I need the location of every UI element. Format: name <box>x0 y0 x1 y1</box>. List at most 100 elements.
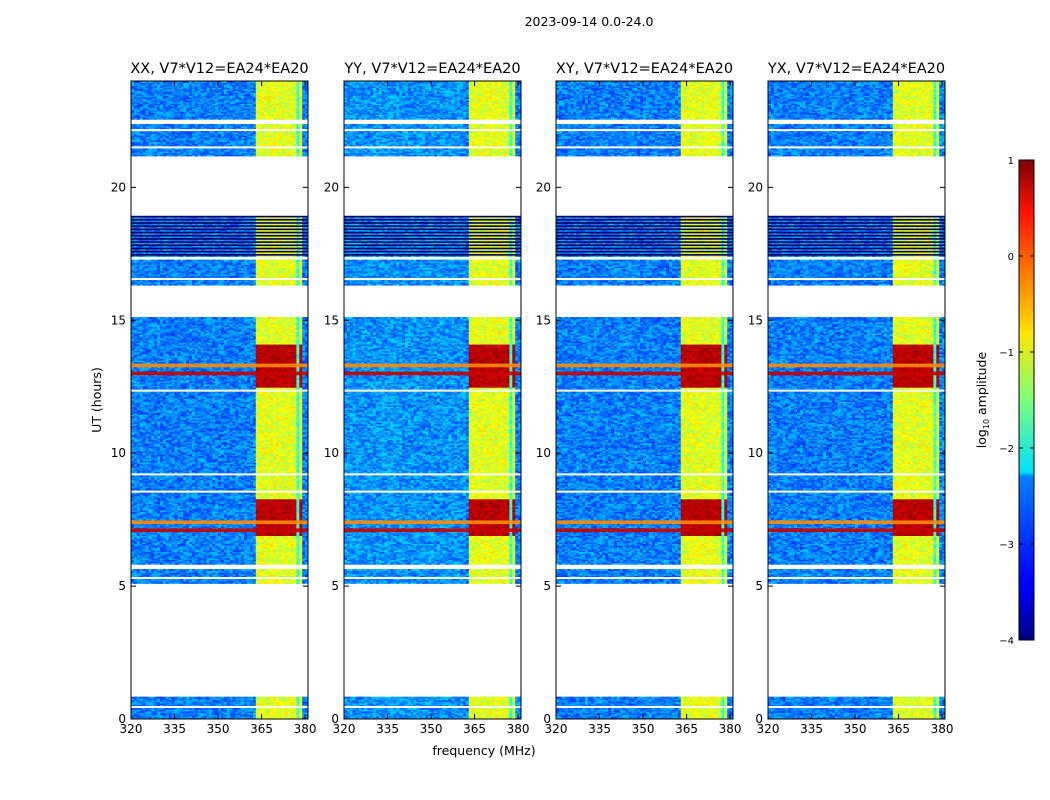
flag-row-dark <box>556 251 733 253</box>
flag-row <box>768 278 945 280</box>
colorbar-tick-label: −3 <box>999 540 1014 551</box>
flag-row <box>556 577 733 579</box>
flag-row-dark <box>131 241 308 243</box>
y-tick-label: 5 <box>118 579 126 593</box>
flag-row <box>768 473 945 475</box>
y-tick-label: 0 <box>331 712 339 726</box>
flag-row-dark <box>131 229 308 231</box>
flag-row <box>131 491 308 493</box>
flag-row-dark <box>131 232 308 234</box>
colorbar-tick-label: −1 <box>999 348 1014 359</box>
flag-row-dark <box>344 238 521 240</box>
flag-row-dark <box>344 225 521 227</box>
flag-row <box>768 129 945 131</box>
flag-row <box>344 577 521 579</box>
flag-row-dark <box>344 254 521 256</box>
x-tick-label: 380 <box>931 722 954 736</box>
flag-row <box>131 278 308 280</box>
flag-row <box>344 473 521 475</box>
flag-row-dark <box>768 235 945 237</box>
flag-row-dark <box>768 254 945 256</box>
x-tick-label: 335 <box>588 722 611 736</box>
y-tick-label: 5 <box>543 579 551 593</box>
flag-row-dark <box>768 229 945 231</box>
flag-row <box>768 577 945 579</box>
y-tick-label: 20 <box>324 180 339 194</box>
colorbar-tick-label: −2 <box>999 444 1014 455</box>
flag-row-dark <box>131 225 308 227</box>
flag-row <box>344 706 521 708</box>
rfi-row <box>556 364 733 368</box>
colorbar-tick-label: 1 <box>1008 156 1014 167</box>
y-tick-label: 0 <box>118 712 126 726</box>
flag-row-dark <box>768 232 945 234</box>
y-tick-label: 5 <box>331 579 339 593</box>
flag-row <box>768 390 945 392</box>
flag-row-dark <box>344 251 521 253</box>
y-tick-label: 10 <box>324 446 339 460</box>
flag-row-dark <box>344 232 521 234</box>
x-tick-label: 350 <box>420 722 443 736</box>
flag-row <box>768 146 945 148</box>
rfi-row <box>131 364 308 368</box>
x-tick-label: 350 <box>632 722 655 736</box>
panel-title: YY, V7*V12=EA24*EA20 <box>343 61 520 77</box>
flag-row-dark <box>768 241 945 243</box>
x-tick-label: 380 <box>507 722 530 736</box>
spectrogram-image <box>768 81 945 719</box>
rfi-row <box>768 372 945 376</box>
flag-row-dark <box>344 219 521 221</box>
flag-row-dark <box>556 235 733 237</box>
panel-title: XX, V7*V12=EA24*EA20 <box>130 61 308 77</box>
flag-row <box>344 390 521 392</box>
flag-row-dark <box>556 225 733 227</box>
flag-row-dark <box>344 216 521 218</box>
rfi-row <box>556 372 733 376</box>
flag-row <box>344 146 521 148</box>
colorbar-label: log10 amplitude <box>974 351 991 448</box>
x-tick-label: 365 <box>887 722 910 736</box>
flag-row <box>131 129 308 131</box>
flag-row <box>556 390 733 392</box>
flag-row <box>556 706 733 708</box>
flag-row-dark <box>131 238 308 240</box>
y-tick-label: 0 <box>543 712 551 726</box>
x-axis-label: frequency (MHz) <box>432 743 535 758</box>
y-tick-label: 15 <box>748 313 763 327</box>
colorbar-label-main: log <box>974 429 989 448</box>
rfi-row <box>131 372 308 376</box>
flag-row-dark <box>131 244 308 246</box>
x-tick-label: 380 <box>719 722 742 736</box>
flag-row-dark <box>344 248 521 250</box>
flag-row-dark <box>344 222 521 224</box>
flag-row-dark <box>768 251 945 253</box>
flag-row-dark <box>556 241 733 243</box>
flag-row-dark <box>131 254 308 256</box>
flag-row <box>556 278 733 280</box>
colorbar-gradient <box>1019 160 1034 640</box>
y-tick-label: 20 <box>111 180 126 194</box>
colorbar-label-sub: 10 <box>982 419 991 429</box>
y-tick-label: 15 <box>324 313 339 327</box>
flag-row-dark <box>131 216 308 218</box>
flag-row-dark <box>556 232 733 234</box>
rfi-row <box>556 528 733 532</box>
colorbar: 10−1−2−3−4 <box>999 156 1034 647</box>
flag-row-dark <box>768 238 945 240</box>
rfi-row <box>344 528 521 532</box>
flag-row-dark <box>131 222 308 224</box>
x-tick-label: 350 <box>207 722 230 736</box>
flag-row-dark <box>344 229 521 231</box>
flag-row <box>556 129 733 131</box>
flag-row <box>131 706 308 708</box>
flag-row-dark <box>556 254 733 256</box>
colorbar-tick-label: −4 <box>999 636 1014 647</box>
flag-row <box>344 278 521 280</box>
flag-row <box>131 146 308 148</box>
